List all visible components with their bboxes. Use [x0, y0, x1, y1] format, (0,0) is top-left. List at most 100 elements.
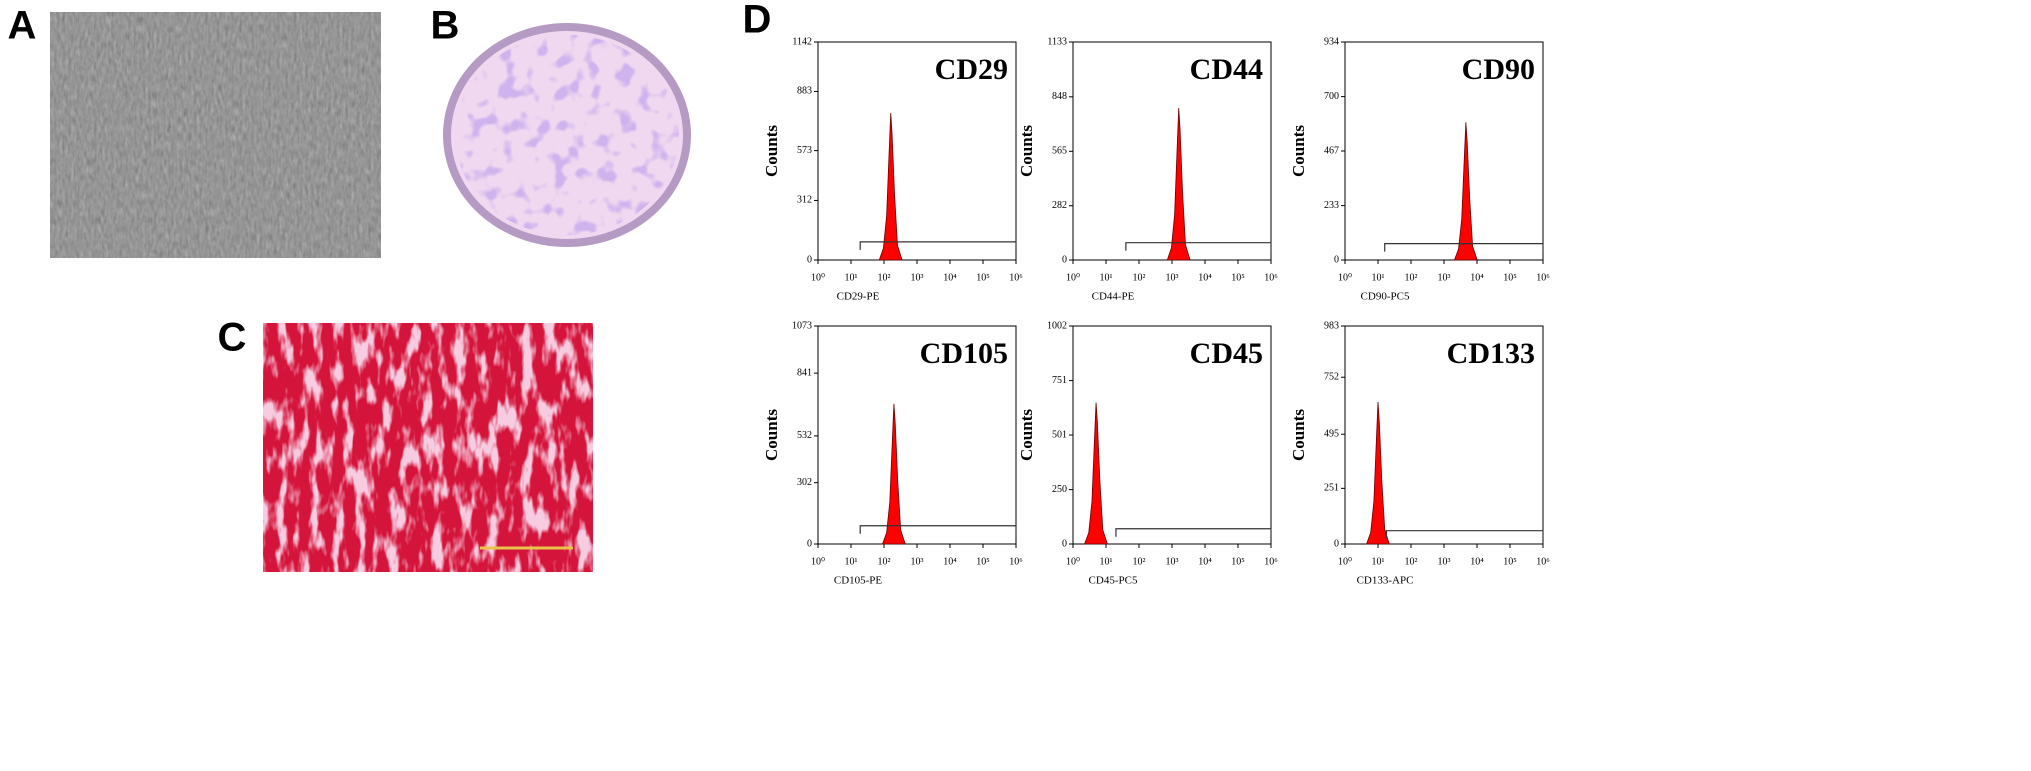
y-tick-label: 0: [1062, 254, 1067, 265]
x-tick-label: 10⁰: [1066, 272, 1080, 283]
y-tick-label: 282: [1052, 200, 1067, 211]
y-tick-label: 250: [1052, 484, 1067, 495]
y-axis-label: Counts: [1289, 409, 1308, 461]
x-tick-label: 10³: [1166, 556, 1179, 567]
chart-title: CD45: [1190, 337, 1263, 370]
x-axis-label: CD133-APC: [1357, 575, 1414, 587]
y-tick-label: 1133: [1047, 36, 1067, 47]
colonies: [455, 35, 679, 235]
y-axis-label: Counts: [1017, 409, 1036, 461]
gate: [1125, 242, 1272, 251]
y-tick-label: 751: [1052, 375, 1067, 386]
x-tick-label: 10⁶: [1264, 272, 1278, 283]
x-tick-label: 10⁵: [1503, 556, 1517, 567]
histogram: [1166, 107, 1191, 261]
y-tick-label: 532: [797, 430, 812, 441]
x-tick-label: 10³: [911, 272, 924, 283]
y-tick-label: 752: [1324, 372, 1339, 383]
histogram: [878, 112, 903, 261]
y-tick-label: 0: [1062, 538, 1067, 549]
y-tick-label: 1002: [1047, 320, 1067, 331]
x-tick-label: 10³: [911, 556, 924, 567]
x-tick-label: 10⁴: [1198, 556, 1212, 567]
x-tick-label: 10⁴: [1470, 272, 1484, 283]
gate: [1115, 528, 1272, 537]
x-tick-label: 10¹: [1372, 272, 1385, 283]
panel-label: A: [8, 4, 37, 48]
x-tick-label: 10¹: [1100, 556, 1113, 567]
x-tick-label: 10²: [878, 556, 891, 567]
gate: [859, 241, 1017, 250]
x-tick-label: 10⁴: [1198, 272, 1212, 283]
chart-title: CD105: [920, 337, 1008, 370]
panel-label: B: [431, 4, 460, 48]
y-tick-label: 0: [1334, 254, 1339, 265]
x-tick-label: 10⁰: [1066, 556, 1080, 567]
x-tick-label: 10⁶: [1536, 556, 1550, 567]
x-tick-label: 10²: [878, 272, 891, 283]
gate: [1384, 243, 1544, 252]
x-axis-label: CD29-PE: [837, 291, 880, 303]
y-axis-label: Counts: [1289, 125, 1308, 177]
chart-title: CD90: [1462, 53, 1535, 86]
y-axis-label: Counts: [1017, 125, 1036, 177]
x-tick-label: 10⁴: [1470, 556, 1484, 567]
chart-title: CD29: [935, 53, 1008, 86]
x-axis-label: CD45-PC5: [1089, 575, 1138, 587]
x-tick-label: 10³: [1166, 272, 1179, 283]
x-tick-label: 10¹: [1372, 556, 1385, 567]
x-tick-label: 10⁶: [1264, 556, 1278, 567]
y-tick-label: 934: [1324, 36, 1339, 47]
y-tick-label: 841: [797, 367, 812, 378]
x-tick-label: 10⁶: [1009, 556, 1023, 567]
x-tick-label: 10³: [1438, 556, 1451, 567]
x-tick-label: 10⁵: [1503, 272, 1517, 283]
y-tick-label: 495: [1324, 429, 1339, 440]
panel-label: C: [218, 316, 247, 360]
x-tick-label: 10³: [1438, 272, 1451, 283]
y-tick-label: 251: [1324, 483, 1339, 494]
x-tick-label: 10⁵: [976, 556, 990, 567]
histogram: [881, 403, 906, 545]
x-tick-label: 10²: [1405, 272, 1418, 283]
y-tick-label: 700: [1324, 91, 1339, 102]
x-axis-label: CD90-PC5: [1361, 291, 1410, 303]
x-tick-label: 10⁶: [1009, 272, 1023, 283]
x-tick-label: 10⁰: [1338, 556, 1352, 567]
chart-title: CD44: [1190, 53, 1263, 86]
x-tick-label: 10⁶: [1536, 272, 1550, 283]
y-tick-label: 883: [797, 86, 812, 97]
y-tick-label: 1142: [792, 36, 812, 47]
y-tick-label: 501: [1052, 429, 1067, 440]
panel-label: D: [743, 0, 772, 42]
y-tick-label: 983: [1324, 320, 1339, 331]
y-tick-label: 0: [807, 254, 812, 265]
y-tick-label: 1073: [792, 320, 812, 331]
histogram: [1084, 402, 1108, 545]
x-tick-label: 10⁴: [943, 272, 957, 283]
gate: [859, 525, 1017, 534]
x-tick-label: 10²: [1405, 556, 1418, 567]
stain-texture: [263, 323, 593, 572]
x-axis-label: CD44-PE: [1092, 291, 1135, 303]
y-tick-label: 0: [807, 538, 812, 549]
histogram: [1453, 122, 1478, 261]
x-axis-label: CD105-PE: [834, 575, 883, 587]
x-tick-label: 10⁴: [943, 556, 957, 567]
x-tick-label: 10⁵: [976, 272, 990, 283]
y-tick-label: 233: [1324, 200, 1339, 211]
y-tick-label: 565: [1052, 146, 1067, 157]
y-tick-label: 302: [797, 477, 812, 488]
x-tick-label: 10¹: [845, 272, 858, 283]
gate: [1385, 530, 1544, 539]
x-tick-label: 10²: [1133, 556, 1146, 567]
micrograph-texture: [50, 12, 381, 258]
x-tick-label: 10⁵: [1231, 556, 1245, 567]
x-tick-label: 10¹: [1100, 272, 1113, 283]
y-axis-label: Counts: [762, 125, 781, 177]
x-tick-label: 10⁰: [811, 556, 825, 567]
x-tick-label: 10²: [1133, 272, 1146, 283]
x-tick-label: 10⁵: [1231, 272, 1245, 283]
x-tick-label: 10⁰: [1338, 272, 1352, 283]
